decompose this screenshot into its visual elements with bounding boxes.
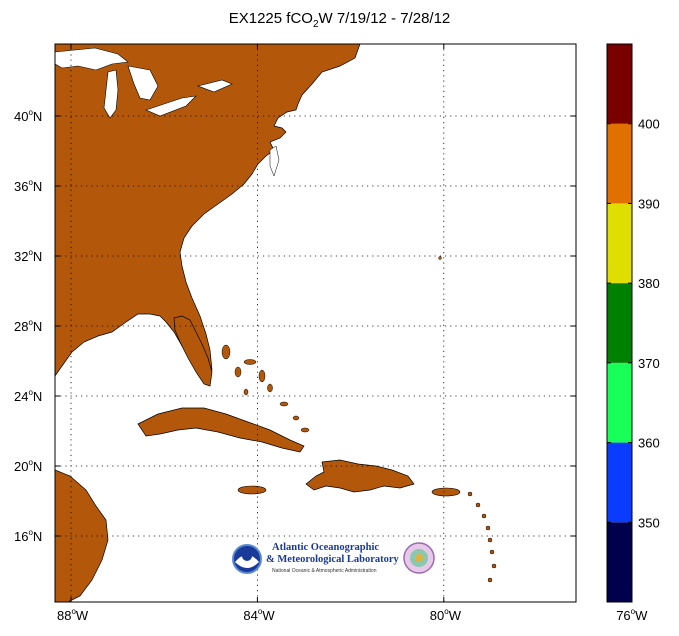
- colorbar-band: [607, 522, 632, 602]
- colorbar-label: 380: [638, 276, 660, 291]
- lake-superior: [55, 47, 129, 71]
- logo-line-2: & Meteorological Laboratory: [266, 554, 399, 565]
- map-title: EX1225 fCO2W 7/19/12 - 7/28/12: [0, 10, 679, 30]
- y-tick-label: 32oN: [14, 248, 42, 264]
- y-tick-label: 28oN: [14, 318, 42, 334]
- map-grid: [55, 44, 576, 602]
- jamaica: [237, 485, 267, 495]
- colorbar-label: 400: [638, 117, 660, 132]
- x-tick-label: 80oW: [430, 607, 462, 623]
- y-tick-label: 16oN: [14, 528, 42, 544]
- x-tick-label: 76oW: [616, 607, 648, 623]
- colorbar-band: [607, 362, 632, 443]
- lake-ontario: [196, 79, 233, 93]
- colorbar-band: [607, 123, 632, 204]
- y-tick-label: 40oN: [14, 108, 42, 124]
- title-subscript: 2: [312, 19, 319, 30]
- x-tick-label: 88oW: [57, 607, 89, 623]
- lake-michigan: [103, 69, 119, 119]
- y-axis-ticks: 16oN 20oN 24oN 28oN 32oN 36oN 40oN: [14, 108, 576, 544]
- puerto-rico: [431, 487, 461, 497]
- colorbar-frame: [606, 43, 633, 603]
- x-tick-label: 84oW: [243, 607, 275, 623]
- logo-line-3: National Oceanic & Atmospheric Administr…: [272, 568, 377, 574]
- colorbar-band: [607, 442, 632, 523]
- x-axis-ticks: 88oW84oW80oW76oW72oW68oW64oW60oW: [57, 44, 648, 623]
- lake-huron: [127, 65, 159, 101]
- title-prefix: EX1225 fCO: [228, 10, 313, 27]
- chesapeake-bay: [269, 145, 280, 177]
- north-america-landmass: [55, 44, 361, 383]
- lake-erie: [145, 95, 197, 117]
- map-frame: [54, 43, 577, 603]
- colorbar: 350 360 370 380 390 400: [606, 43, 660, 603]
- bermuda: [438, 256, 442, 260]
- colorbar-band: [607, 283, 632, 363]
- title-suffix: W 7/19/12 - 7/28/12: [318, 10, 451, 27]
- y-tick-label: 36oN: [14, 178, 42, 194]
- colorbar-band: [607, 44, 632, 124]
- lesser-antilles: [467, 491, 497, 583]
- bahamas-islands: [221, 344, 310, 433]
- florida-peninsula: [173, 315, 213, 387]
- y-tick-label: 24oN: [14, 388, 42, 404]
- colorbar-label: 390: [638, 196, 660, 211]
- aoml-logo: Atlantic Oceanographic & Meteorological …: [232, 540, 437, 578]
- logo-line-1: Atlantic Oceanographic: [272, 542, 380, 553]
- colorbar-label: 350: [638, 515, 660, 530]
- colorbar-band: [607, 203, 632, 284]
- logo-graphics: [232, 542, 435, 574]
- colorbar-label: 360: [638, 436, 660, 451]
- cuba: [137, 407, 305, 453]
- y-tick-label: 20oN: [14, 458, 42, 474]
- colorbar-label: 370: [638, 356, 660, 371]
